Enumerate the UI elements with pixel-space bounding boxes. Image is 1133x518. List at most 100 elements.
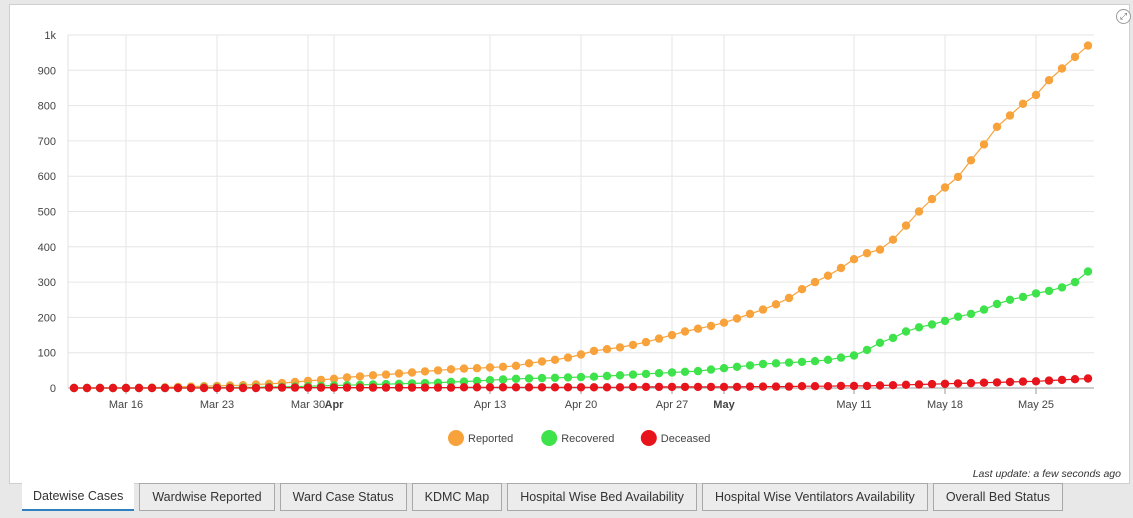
expand-icon[interactable]: ⤢: [1116, 9, 1131, 24]
data-point-deceased[interactable]: [537, 383, 547, 392]
data-point-recovered[interactable]: [1057, 283, 1067, 292]
data-point-reported[interactable]: [1083, 41, 1093, 50]
data-point-recovered[interactable]: [927, 320, 937, 329]
data-point-recovered[interactable]: [589, 372, 599, 381]
data-point-reported[interactable]: [394, 369, 404, 378]
data-point-reported[interactable]: [680, 327, 690, 336]
data-point-reported[interactable]: [459, 364, 469, 373]
data-point-recovered[interactable]: [1018, 292, 1028, 302]
data-point-reported[interactable]: [329, 374, 339, 383]
data-point-recovered[interactable]: [823, 355, 833, 364]
data-point-reported[interactable]: [875, 245, 885, 254]
data-point-recovered[interactable]: [654, 369, 664, 378]
data-point-recovered[interactable]: [875, 338, 885, 347]
data-point-deceased[interactable]: [238, 383, 248, 393]
data-point-reported[interactable]: [1070, 52, 1080, 62]
data-point-recovered[interactable]: [849, 351, 859, 360]
data-point-deceased[interactable]: [1031, 377, 1041, 386]
data-point-deceased[interactable]: [277, 383, 287, 392]
data-point-recovered[interactable]: [537, 373, 547, 383]
data-point-recovered[interactable]: [1044, 286, 1054, 296]
data-point-reported[interactable]: [849, 255, 859, 264]
data-point-deceased[interactable]: [212, 383, 222, 393]
data-point-reported[interactable]: [615, 343, 625, 352]
data-point-recovered[interactable]: [667, 368, 677, 377]
data-point-reported[interactable]: [589, 346, 599, 356]
data-point-deceased[interactable]: [147, 383, 157, 393]
data-point-recovered[interactable]: [758, 359, 768, 369]
data-point-recovered[interactable]: [771, 359, 781, 368]
data-point-reported[interactable]: [550, 355, 560, 364]
data-point-deceased[interactable]: [511, 383, 521, 392]
data-point-deceased[interactable]: [1057, 375, 1067, 385]
data-point-recovered[interactable]: [992, 299, 1002, 309]
data-point-reported[interactable]: [992, 122, 1002, 131]
data-point-deceased[interactable]: [459, 383, 469, 392]
legend-marker-recovered[interactable]: [541, 430, 558, 446]
data-point-recovered[interactable]: [511, 374, 521, 383]
data-point-deceased[interactable]: [524, 383, 534, 392]
data-point-recovered[interactable]: [498, 375, 508, 384]
data-point-deceased[interactable]: [940, 379, 950, 388]
data-point-reported[interactable]: [732, 314, 742, 323]
data-point-reported[interactable]: [836, 263, 846, 273]
data-point-recovered[interactable]: [693, 366, 703, 376]
data-point-reported[interactable]: [771, 300, 781, 309]
data-point-reported[interactable]: [823, 271, 833, 280]
data-point-deceased[interactable]: [901, 380, 911, 389]
data-point-deceased[interactable]: [875, 381, 885, 390]
data-point-reported[interactable]: [914, 207, 924, 216]
data-point-deceased[interactable]: [914, 380, 924, 389]
data-point-reported[interactable]: [797, 285, 807, 294]
data-point-reported[interactable]: [537, 357, 547, 366]
legend-label-reported[interactable]: Reported: [468, 433, 513, 445]
data-point-reported[interactable]: [433, 366, 443, 375]
data-point-reported[interactable]: [979, 140, 989, 149]
data-point-recovered[interactable]: [940, 316, 950, 326]
data-point-recovered[interactable]: [719, 364, 729, 373]
data-point-deceased[interactable]: [784, 382, 794, 391]
data-point-reported[interactable]: [693, 324, 703, 333]
data-point-deceased[interactable]: [602, 383, 612, 392]
data-point-reported[interactable]: [667, 330, 677, 340]
data-point-recovered[interactable]: [953, 312, 963, 321]
tab-kdmc-map[interactable]: KDMC Map: [411, 483, 503, 511]
data-point-reported[interactable]: [485, 363, 495, 372]
data-point-deceased[interactable]: [1018, 377, 1028, 386]
data-point-recovered[interactable]: [472, 376, 482, 386]
data-point-recovered[interactable]: [862, 345, 872, 355]
data-point-reported[interactable]: [628, 340, 638, 350]
data-point-reported[interactable]: [1018, 99, 1028, 109]
data-point-reported[interactable]: [654, 334, 664, 343]
data-point-deceased[interactable]: [1005, 377, 1015, 387]
data-point-deceased[interactable]: [186, 383, 196, 393]
data-point-recovered[interactable]: [602, 371, 612, 381]
data-point-recovered[interactable]: [1031, 289, 1041, 298]
data-point-deceased[interactable]: [160, 383, 170, 393]
data-point-reported[interactable]: [888, 235, 898, 244]
data-point-reported[interactable]: [706, 321, 716, 331]
data-point-deceased[interactable]: [264, 383, 274, 392]
data-point-deceased[interactable]: [446, 383, 456, 392]
data-point-deceased[interactable]: [615, 383, 625, 392]
data-point-deceased[interactable]: [69, 383, 79, 393]
data-point-deceased[interactable]: [888, 381, 898, 390]
data-point-deceased[interactable]: [654, 382, 664, 392]
data-point-deceased[interactable]: [797, 382, 807, 391]
data-point-recovered[interactable]: [810, 357, 820, 366]
data-point-reported[interactable]: [784, 293, 794, 303]
data-point-deceased[interactable]: [329, 383, 339, 392]
data-point-deceased[interactable]: [134, 383, 144, 393]
data-point-reported[interactable]: [576, 350, 586, 359]
data-point-deceased[interactable]: [862, 381, 872, 391]
data-point-reported[interactable]: [966, 156, 976, 165]
data-point-deceased[interactable]: [836, 381, 846, 391]
data-point-reported[interactable]: [602, 345, 612, 354]
data-point-reported[interactable]: [381, 370, 391, 379]
data-point-deceased[interactable]: [420, 383, 430, 392]
data-point-deceased[interactable]: [680, 382, 690, 392]
data-point-recovered[interactable]: [797, 357, 807, 367]
data-point-reported[interactable]: [1031, 90, 1041, 100]
data-point-deceased[interactable]: [173, 383, 183, 393]
data-point-reported[interactable]: [446, 365, 456, 374]
